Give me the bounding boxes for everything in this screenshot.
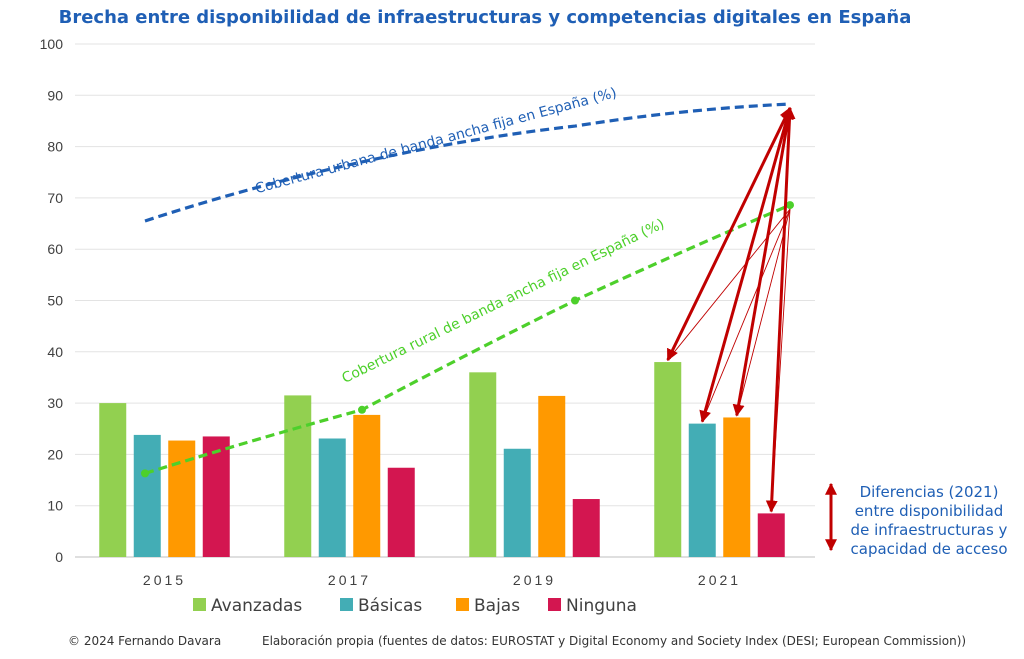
- rural-gap-arrow-ninguna: [769, 209, 791, 512]
- x-tick-label-2015: 2015: [143, 572, 186, 588]
- bar-avanzadas-2015: [99, 403, 127, 557]
- chart-title: Brecha entre disponibilidad de infraestr…: [59, 7, 912, 28]
- urban-coverage-line: [144, 102, 791, 223]
- urban-coverage-label: Cobertura urbana de banda ancha fija en …: [254, 85, 619, 197]
- annotation-line-4: capacidad de acceso: [850, 540, 1008, 558]
- x-tick-label-2021: 2021: [698, 572, 741, 588]
- legend-label-básicas: Básicas: [358, 596, 422, 616]
- bar-avanzadas-2019: [469, 372, 497, 557]
- bar-avanzadas-2021: [654, 362, 682, 557]
- differences-annotation: Diferencias (2021) entre disponibilidad …: [838, 483, 1020, 559]
- footer-copyright: © 2024 Fernando Davara: [68, 634, 222, 648]
- trend-lines: Cobertura urbana de banda ancha fija en …: [141, 85, 794, 478]
- x-tick-label-2019: 2019: [513, 572, 556, 588]
- annotation-line-2: entre disponibilidad: [854, 502, 1004, 520]
- bar-ninguna-2019: [572, 499, 600, 557]
- y-tick-label: 80: [47, 139, 63, 155]
- rural-coverage-point-2015: [141, 469, 149, 478]
- bar-bajas-2021: [723, 417, 751, 557]
- rural-coverage-point-2019: [571, 296, 579, 305]
- rural-gap-arrow-bajas: [735, 208, 791, 416]
- y-tick-label: 50: [47, 293, 63, 309]
- y-tick-label: 70: [47, 190, 63, 206]
- y-tick-label: 10: [47, 498, 63, 514]
- legend-label-bajas: Bajas: [474, 596, 520, 616]
- y-tick-label: 60: [47, 241, 63, 257]
- annotation-line-3: de infraestructuras y: [850, 521, 1008, 539]
- rural-coverage-label: Cobertura rural de banda ancha fija en E…: [339, 216, 667, 387]
- bar-básicas-2017: [318, 438, 346, 557]
- bar-básicas-2015: [133, 434, 161, 557]
- bar-ninguna-2017: [387, 467, 415, 557]
- difference-arrows: [666, 106, 837, 552]
- legend-swatch-básicas: [340, 598, 353, 611]
- y-tick-label: 0: [55, 549, 63, 565]
- rural-coverage-line: [144, 203, 791, 475]
- legend-label-avanzadas: Avanzadas: [211, 596, 302, 616]
- rural-coverage-point-2017: [358, 405, 366, 414]
- y-tick-label: 30: [47, 395, 63, 411]
- bar-ninguna-2021: [757, 513, 785, 557]
- bar-básicas-2021: [688, 423, 716, 557]
- legend-label-ninguna: Ninguna: [566, 596, 637, 616]
- legend-swatch-avanzadas: [193, 598, 206, 611]
- bar-básicas-2019: [503, 448, 531, 557]
- legend-swatch-ninguna: [548, 598, 561, 611]
- x-tick-label-2017: 2017: [328, 572, 371, 588]
- bar-ninguna-2015: [202, 436, 230, 557]
- footer-source: Elaboración propia (fuentes de datos: EU…: [262, 634, 967, 648]
- bar-bajas-2017: [353, 414, 381, 557]
- y-tick-label: 100: [40, 36, 64, 52]
- annotation-line-1: Diferencias (2021): [859, 483, 999, 501]
- y-axis: 0 10 20 30 40 50 60 70 80 90 100: [40, 36, 64, 565]
- bar-bajas-2019: [538, 395, 566, 557]
- y-tick-label: 90: [47, 87, 63, 103]
- urban-gap-arrow-ninguna: [765, 106, 796, 513]
- y-tick-label: 20: [47, 446, 63, 462]
- x-axis: 2015 2017 2019 2021: [143, 572, 741, 588]
- y-tick-label: 40: [47, 344, 63, 360]
- legend: Avanzadas Básicas Bajas Ninguna: [193, 596, 637, 616]
- rural-coverage-point-2021: [786, 201, 794, 210]
- bars: [99, 362, 785, 557]
- legend-swatch-bajas: [456, 598, 469, 611]
- bar-avanzadas-2017: [284, 395, 312, 557]
